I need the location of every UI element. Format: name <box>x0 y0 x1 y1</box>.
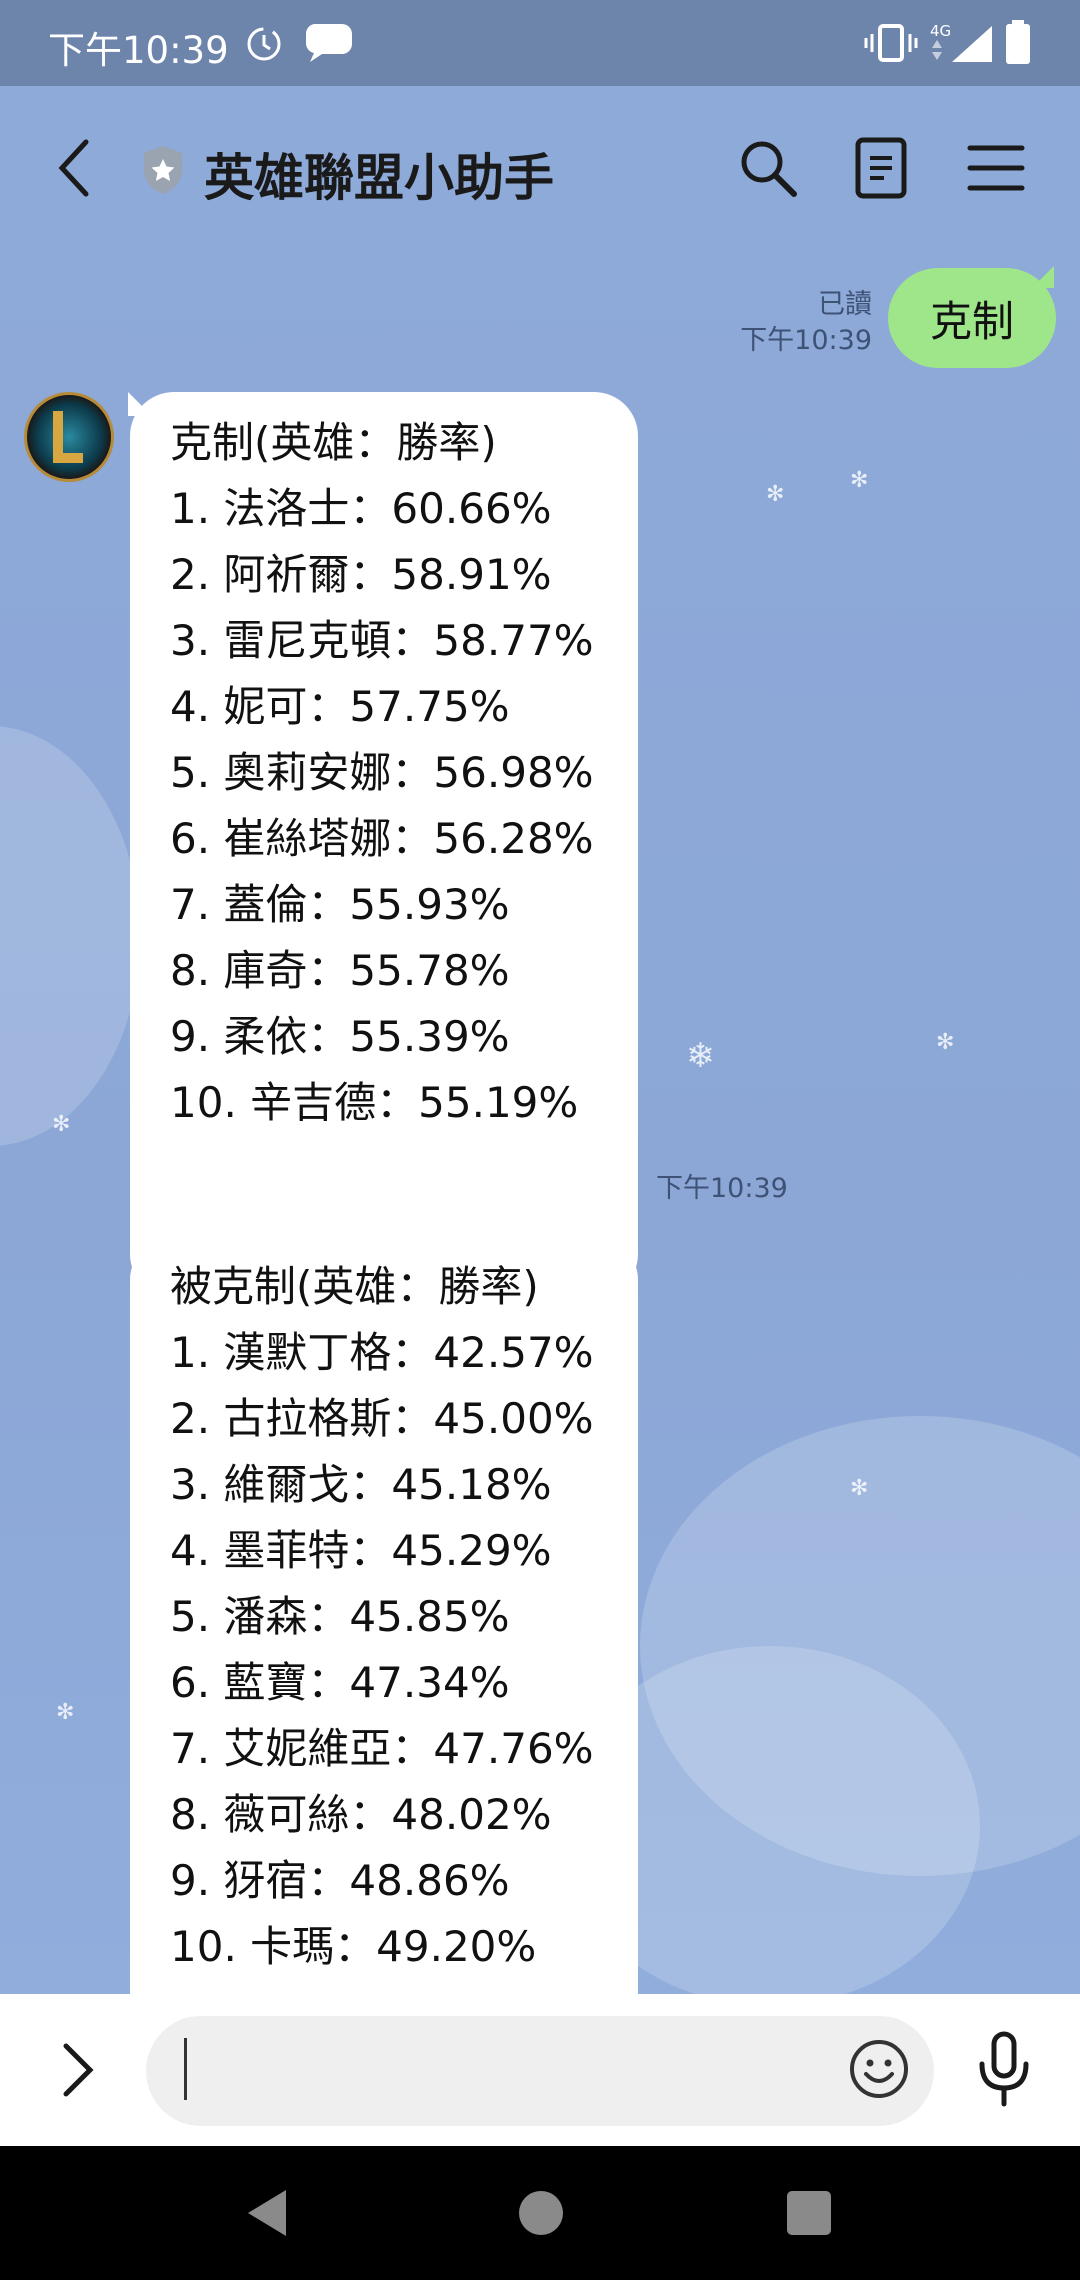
avatar[interactable] <box>24 392 114 482</box>
message-line: 被克制(英雄：勝率) <box>170 1262 539 1311</box>
received-bubble-counters[interactable]: 克制(英雄：勝率) 1. 法洛士：60.66% 2. 阿祈爾：58.91% 3.… <box>130 392 638 1298</box>
snowflake-decoration: ✻ <box>850 1476 869 1501</box>
message-line: 2. 阿祈爾：58.91% <box>170 550 552 599</box>
message-line: 10. 卡瑪：49.20% <box>170 1922 537 1971</box>
message-line: 4. 墨菲特：45.29% <box>170 1526 552 1575</box>
message-line: 5. 奧莉安娜：56.98% <box>170 748 594 797</box>
message-line: 10. 辛吉德：55.19% <box>170 1078 579 1127</box>
message-line: 9. 犽宿：48.86% <box>170 1856 510 1905</box>
system-nav-bar <box>0 2146 1080 2280</box>
data-saver-icon <box>247 27 281 61</box>
chat-header: 英雄聯盟小助手 <box>0 86 1080 246</box>
chat-bubble-icon <box>305 24 352 62</box>
battery-icon <box>1006 20 1030 64</box>
message-time: 下午10:39 <box>740 325 872 356</box>
chat-area[interactable]: ✻ ✻ ❄ ✻ ✻ ✻ ✻ 英雄聯盟小助手 已讀 下午10:39 克制 <box>0 86 1080 1994</box>
message-line: 7. 艾妮維亞：47.76% <box>170 1724 594 1773</box>
received-bubble-countered-by[interactable]: 被克制(英雄：勝率) 1. 漢默丁格：42.57% 2. 古拉格斯：45.00%… <box>130 1236 638 1994</box>
signal-icon <box>932 26 992 62</box>
snowflake-decoration: ✻ <box>766 482 785 507</box>
status-bar: 下午10:39 4G <box>0 0 1080 86</box>
message-line: 8. 薇可絲：48.02% <box>170 1790 552 1839</box>
hamburger-menu-icon[interactable] <box>964 136 1028 200</box>
message-line: 6. 藍寶：47.34% <box>170 1658 510 1707</box>
notes-icon[interactable] <box>850 136 914 200</box>
message-line: 3. 雷尼克頓：58.77% <box>170 616 594 665</box>
nav-back-icon[interactable] <box>236 2182 298 2244</box>
snowflake-decoration: ✻ <box>936 1030 955 1055</box>
snowflake-decoration: ✻ <box>52 1112 71 1137</box>
message-line: 1. 法洛士：60.66% <box>170 484 552 533</box>
shield-star-icon <box>144 146 182 194</box>
sent-bubble[interactable]: 克制 <box>888 268 1056 368</box>
message-line: 2. 古拉格斯：45.00% <box>170 1394 594 1443</box>
nav-home-icon[interactable] <box>510 2182 572 2244</box>
microphone-icon[interactable] <box>974 2030 1034 2110</box>
message-line: 6. 崔絲塔娜：56.28% <box>170 814 594 863</box>
vibrate-icon <box>864 24 918 62</box>
snowflake-decoration: ✻ <box>56 1700 75 1725</box>
text-cursor <box>184 2038 187 2100</box>
message-line: 3. 維爾戈：45.18% <box>170 1460 552 1509</box>
message-input[interactable] <box>146 2016 934 2126</box>
smiley-icon[interactable] <box>848 2038 910 2100</box>
logo-icon <box>53 411 83 463</box>
message-line: 1. 漢默丁格：42.57% <box>170 1328 594 1377</box>
nav-recents-icon[interactable] <box>778 2182 840 2244</box>
chat-title: 英雄聯盟小助手 <box>204 149 554 207</box>
snowflake-decoration: ✻ <box>850 468 869 493</box>
chevron-right-icon[interactable] <box>58 2040 98 2100</box>
snowflake-decoration: ❄ <box>686 1036 715 1076</box>
chevron-left-icon[interactable] <box>52 136 102 200</box>
input-bar <box>0 1994 1080 2146</box>
network-type-label: 4G <box>930 22 952 40</box>
message-line: 8. 庫奇：55.78% <box>170 946 510 995</box>
message-line: 5. 潘森：45.85% <box>170 1592 510 1641</box>
status-time: 下午10:39 <box>48 29 229 72</box>
message-line: 4. 妮可：57.75% <box>170 682 510 731</box>
read-receipt: 已讀 <box>818 289 872 320</box>
search-icon[interactable] <box>736 136 800 200</box>
message-line: 7. 蓋倫：55.93% <box>170 880 510 929</box>
message-line: 克制(英雄：勝率) <box>170 418 497 467</box>
message-time: 下午10:39 <box>656 1173 788 1204</box>
message-line: 9. 柔依：55.39% <box>170 1012 510 1061</box>
